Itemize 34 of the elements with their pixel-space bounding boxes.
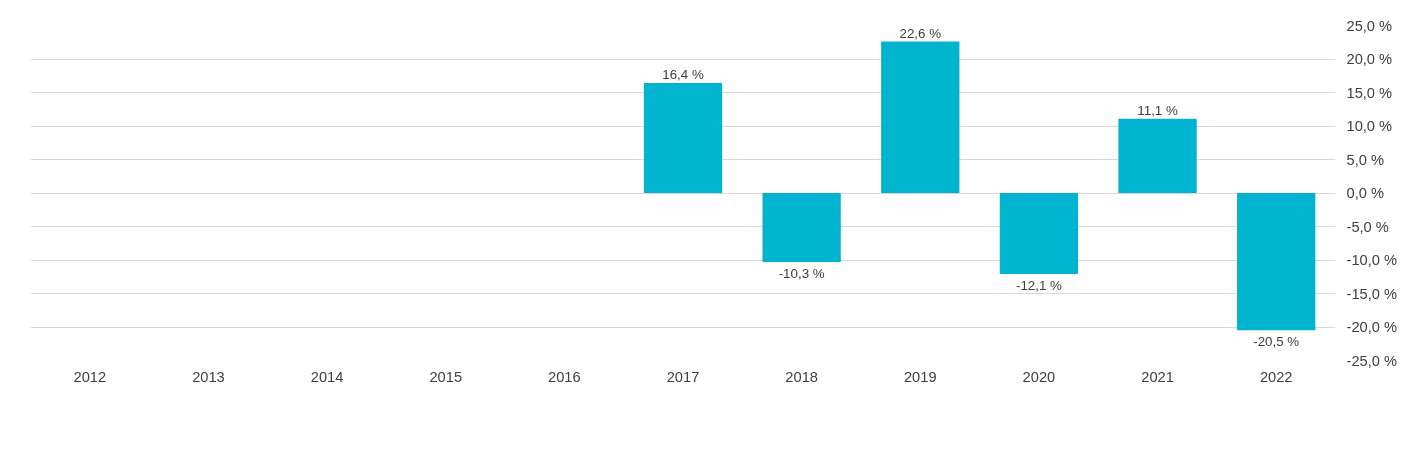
bar [881,41,960,193]
y-tick-label: 0,0 % [1346,185,1384,201]
data-label: -20,5 % [1253,334,1300,350]
y-tick-label: -20,0 % [1346,319,1398,335]
bar [999,193,1079,275]
x-tick-label: 2020 [1022,368,1056,385]
y-tick-label: -10,0 % [1346,252,1398,268]
bar [1118,118,1197,193]
x-tick-label: 2021 [1141,368,1174,385]
x-tick-label: 2012 [73,368,107,385]
y-tick-label: 10,0 % [1346,118,1393,134]
bar [762,193,841,263]
data-label: -12,1 % [1015,278,1063,294]
data-label: 22,6 % [899,25,942,41]
y-tick-label: 25,0 % [1346,17,1393,34]
x-tick-label: 2022 [1259,368,1293,385]
x-tick-label: 2014 [310,368,344,385]
bar [643,83,723,193]
y-tick-label: -5,0 % [1346,218,1389,235]
data-label: -10,3 % [778,266,825,282]
x-tick-label: 2017 [666,368,700,385]
x-tick-label: 2016 [548,368,581,385]
y-tick-label: 15,0 % [1346,84,1393,101]
data-label: 11,1 % [1137,102,1178,118]
x-tick-label: 2018 [785,368,818,385]
x-tick-label: 2019 [903,368,937,385]
y-tick-label: 20,0 % [1346,51,1393,67]
data-label: 16,4 % [662,67,704,83]
x-tick-label: 2013 [192,368,225,385]
y-tick-label: -25,0 % [1346,352,1398,369]
bar [1237,193,1316,331]
x-tick-label: 2015 [429,368,463,385]
y-tick-label: -15,0 % [1346,285,1398,302]
y-tick-label: 5,0 % [1346,151,1384,168]
